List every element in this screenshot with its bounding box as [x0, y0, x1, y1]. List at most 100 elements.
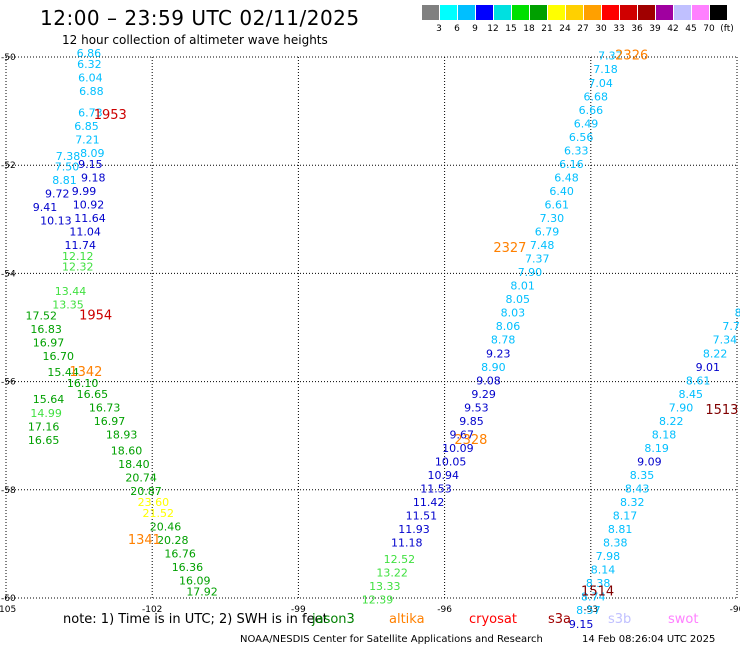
pass-time-label: 2327 [493, 241, 526, 256]
wave-height-value: 17.52 [25, 309, 56, 322]
map-subtitle: 12 hour collection of altimeter wave hei… [62, 33, 328, 47]
longitude-label: -93 [583, 605, 598, 615]
wave-height-value: 9.85 [459, 415, 484, 428]
wave-height-value: 9.08 [476, 374, 501, 387]
wave-height-value: 16.97 [33, 336, 64, 349]
wave-height-value: 18.93 [106, 428, 138, 441]
wave-height-value: 23.60 [138, 496, 170, 509]
scale-label: 9 [472, 24, 478, 34]
scale-swatch [656, 5, 673, 20]
wave-height-value: 9.18 [81, 171, 106, 184]
wave-height-value: 13.44 [55, 285, 87, 298]
wave-height-value: 12.52 [384, 553, 416, 566]
map-title: 12:00 – 23:59 UTC 02/11/2025 [40, 6, 360, 30]
wave-height-value: 7.90 [669, 401, 694, 414]
wave-height-value: 12.32 [62, 261, 94, 274]
wave-height-value: 9.67 [449, 428, 474, 441]
wave-height-value: 6.79 [535, 226, 560, 239]
latitude-label: -50 [1, 53, 16, 63]
scale-label: 39 [649, 24, 661, 34]
wave-height-value: 8.17 [613, 510, 638, 523]
pass-time-label: 1514 [581, 584, 614, 599]
wave-height-value: 16.09 [179, 574, 211, 587]
wave-height-value: 10.94 [428, 469, 460, 482]
wave-height-value: 8.01 [510, 280, 535, 293]
wave-height-value: 7.37 [525, 253, 550, 266]
wave-height-value: 11.51 [406, 510, 438, 523]
wave-height-value: 7.90 [518, 266, 543, 279]
wave-height-value: 6.40 [549, 185, 574, 198]
wave-height-value: 8.38 [603, 537, 628, 550]
scale-label: 27 [577, 24, 589, 34]
wave-height-value: 8.78 [491, 334, 516, 347]
wave-height-value: 18.40 [118, 458, 150, 471]
latitude-label: -58 [1, 486, 16, 496]
footer-credit: NOAA/NESDIS Center for Satellite Applica… [240, 634, 543, 645]
scale-label: 21 [541, 24, 553, 34]
wave-height-value: 16.73 [89, 401, 121, 414]
legend-s3b: s3b [608, 612, 632, 627]
wave-height-value: 6.48 [554, 171, 579, 184]
pass-time-label: 1953 [94, 108, 127, 123]
scale-label: 42 [667, 24, 679, 34]
wave-height-value: 8.61 [686, 374, 711, 387]
wave-height-value: 6.85 [74, 120, 99, 133]
scale-swatch [548, 5, 565, 20]
wave-height-value: 8.03 [501, 307, 525, 320]
wave-height-value: 16.10 [67, 377, 99, 390]
wave-height-value: 11.74 [64, 239, 96, 252]
wave-height-value: 16.76 [164, 547, 196, 560]
wave-height-value: 18.60 [111, 445, 143, 458]
wave-height-value: 10.13 [40, 215, 72, 228]
pass-time-label: 1513 [705, 403, 738, 418]
scale-swatch [458, 5, 475, 20]
wave-height-value: 9.23 [486, 347, 511, 360]
wave-height-value: 20.74 [125, 472, 157, 485]
wave-height-value: 16.36 [172, 561, 204, 574]
wave-height-value: 20.46 [150, 520, 182, 533]
wave-height-value: 7.38 [56, 150, 81, 163]
scale-swatch [674, 5, 691, 20]
wave-height-value: 8.74 [581, 591, 606, 604]
wave-height-value: 11.04 [69, 226, 101, 239]
wave-height-value: 11.53 [420, 483, 452, 496]
wave-height-value: 8.45 [679, 388, 704, 401]
legend-swot: swot [668, 612, 699, 627]
scale-swatch [512, 5, 529, 20]
scale-label: 15 [505, 24, 517, 34]
wave-height-value: 8.81 [608, 523, 633, 536]
scale-label: 45 [685, 24, 697, 34]
wave-height-value: 7.98 [596, 550, 621, 563]
wave-height-value: 6.68 [583, 90, 608, 103]
scale-label: 33 [613, 24, 625, 34]
legend-s3a: s3a [548, 612, 572, 627]
wave-height-value: 7.18 [593, 63, 618, 76]
wave-height-value: 8.19 [644, 442, 669, 455]
wave-height-value: 11.93 [398, 523, 430, 536]
wave-height-value: 8.22 [703, 347, 728, 360]
wave-height-value: 8.05 [506, 293, 531, 306]
wave-height-value: 6.49 [574, 117, 599, 130]
longitude-label: -90 [730, 605, 740, 615]
scale-swatch [602, 5, 619, 20]
scale-swatch [422, 5, 439, 20]
wave-height-value: 12.39 [362, 593, 394, 606]
wave-height-value: 6.32 [77, 58, 102, 71]
latitude-label: -52 [1, 161, 16, 171]
wave-height-value: 12.12 [62, 250, 94, 263]
wave-height-value: 9.99 [72, 185, 97, 198]
wave-height-value: 13.33 [369, 580, 401, 593]
pass-time-label: 1341 [128, 533, 161, 548]
legend-cryosat: cryosat [469, 612, 517, 627]
wave-height-value: 8.14 [591, 564, 616, 577]
wave-height-value: 9.53 [464, 401, 489, 414]
longitude-label: -105 [0, 605, 16, 615]
wave-height-value: 11.18 [391, 537, 423, 550]
wave-height-value: 9.41 [33, 201, 58, 214]
wave-height-value: 9.09 [637, 455, 662, 468]
wave-height-value: 8.57 [576, 604, 601, 617]
wave-height-value: 15.44 [47, 366, 79, 379]
legend-bar: note: 1) Time is in UTC; 2) SWH is in fe… [0, 612, 740, 630]
wave-height-value: 20.28 [157, 534, 189, 547]
